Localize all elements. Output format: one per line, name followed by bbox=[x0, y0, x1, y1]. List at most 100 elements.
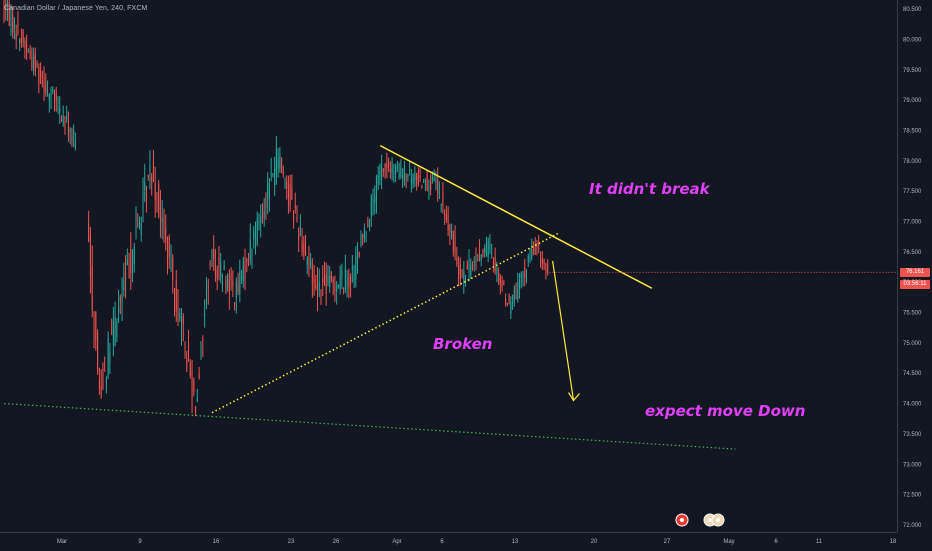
flag-event-dot-icon bbox=[708, 518, 712, 522]
candle-body bbox=[177, 297, 179, 320]
candle-body bbox=[522, 273, 524, 279]
candle-body bbox=[91, 265, 93, 311]
candle-body bbox=[107, 337, 109, 377]
y-tick-label: 78.500 bbox=[903, 128, 922, 134]
candle-body bbox=[237, 283, 239, 293]
candle-body bbox=[310, 261, 312, 267]
x-tick-label: Mar bbox=[57, 539, 67, 545]
candle-body bbox=[531, 249, 533, 258]
candle-body bbox=[391, 162, 393, 175]
candle-body bbox=[36, 63, 38, 66]
candle-body bbox=[294, 205, 296, 208]
candle-body bbox=[365, 231, 367, 233]
annotation-expect-move-down: expect move Down bbox=[645, 402, 806, 420]
candle-body bbox=[303, 243, 305, 254]
candle-body bbox=[19, 39, 21, 43]
price-scale[interactable] bbox=[897, 0, 932, 532]
candle-body bbox=[163, 219, 165, 228]
candle-body bbox=[182, 316, 184, 324]
candle-body bbox=[261, 208, 263, 210]
candle-body bbox=[293, 211, 295, 222]
candle-body bbox=[152, 161, 154, 178]
candle-body bbox=[126, 259, 128, 265]
candle-body bbox=[520, 273, 522, 278]
candle-body bbox=[355, 256, 357, 280]
candle-body bbox=[325, 274, 327, 294]
candle-body bbox=[248, 260, 250, 264]
candle-body bbox=[332, 279, 334, 284]
candle-body bbox=[360, 235, 362, 246]
candle-body bbox=[334, 287, 336, 292]
candle-body bbox=[3, 0, 5, 11]
candle-body bbox=[15, 33, 17, 40]
candle-body bbox=[308, 257, 310, 267]
candle-body bbox=[445, 213, 447, 220]
candle-body bbox=[421, 186, 423, 188]
time-scale[interactable] bbox=[0, 532, 897, 551]
candle-body bbox=[459, 263, 461, 280]
candle-body bbox=[472, 268, 474, 271]
candle-body bbox=[430, 181, 432, 190]
candle-body bbox=[181, 317, 183, 331]
candle-body bbox=[251, 249, 253, 258]
candle-body bbox=[235, 282, 237, 299]
candle-body bbox=[67, 122, 69, 138]
candle-body bbox=[372, 199, 374, 209]
candle-body bbox=[480, 254, 482, 261]
candle-body bbox=[524, 267, 526, 278]
candle-body bbox=[458, 265, 460, 275]
candle-body bbox=[216, 270, 218, 278]
candle-body bbox=[230, 273, 232, 281]
y-tick-label: 77.000 bbox=[903, 219, 922, 225]
candle-body bbox=[437, 179, 439, 194]
candle-body bbox=[403, 166, 405, 182]
candle-body bbox=[501, 281, 503, 287]
last-price-tag: 76.161 bbox=[900, 268, 930, 277]
y-tick-label: 76.500 bbox=[903, 250, 922, 256]
candle-body bbox=[22, 31, 24, 42]
candle-body bbox=[477, 259, 479, 261]
flag-event-dot-icon bbox=[680, 518, 684, 522]
candle-body bbox=[327, 275, 329, 284]
candle-body bbox=[344, 268, 346, 291]
candle-body bbox=[412, 174, 414, 185]
countdown-tag: 03:56:11 bbox=[900, 280, 930, 289]
candle-body bbox=[145, 188, 147, 204]
candle-body bbox=[121, 293, 123, 302]
candle-body bbox=[241, 276, 243, 280]
candle-body bbox=[43, 77, 45, 93]
candle-body bbox=[161, 218, 163, 222]
candle-body bbox=[311, 267, 313, 283]
candle-body bbox=[512, 302, 514, 304]
candle-body bbox=[12, 14, 14, 33]
candle-body bbox=[409, 169, 411, 171]
candle-body bbox=[289, 183, 291, 206]
candle-body bbox=[105, 378, 107, 384]
candle-body bbox=[239, 271, 241, 294]
resistance-trendline bbox=[379, 144, 653, 289]
candle-body bbox=[377, 175, 379, 185]
candle-body bbox=[513, 288, 515, 303]
candle-body bbox=[54, 99, 56, 105]
candle-body bbox=[463, 271, 465, 284]
candle-body bbox=[175, 280, 177, 311]
candle-body bbox=[291, 187, 293, 200]
candle-body bbox=[172, 257, 174, 280]
candle-body bbox=[426, 174, 428, 192]
candle-body bbox=[33, 55, 35, 68]
candle-body bbox=[205, 289, 207, 303]
candle-body bbox=[223, 265, 225, 271]
candle-body bbox=[318, 281, 320, 291]
candle-body bbox=[423, 179, 425, 183]
candle-body bbox=[274, 168, 276, 185]
candle-body bbox=[475, 257, 477, 263]
x-tick-label: May bbox=[723, 539, 734, 545]
x-tick-label: 11 bbox=[816, 539, 823, 545]
candle-body bbox=[5, 2, 7, 10]
candle-body bbox=[466, 263, 468, 270]
candle-body bbox=[207, 285, 209, 287]
candle-body bbox=[442, 193, 444, 206]
y-tick-label: 77.500 bbox=[903, 189, 922, 195]
